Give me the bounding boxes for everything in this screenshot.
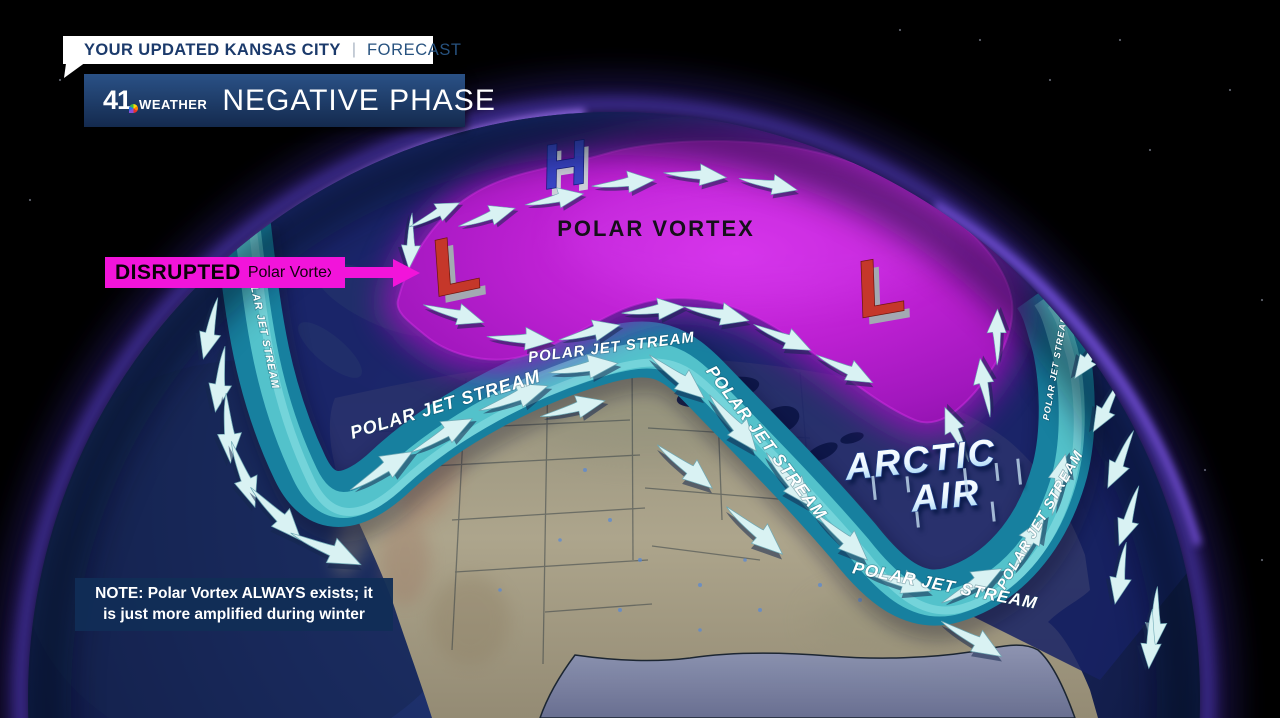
- callout-arrow: [331, 259, 420, 287]
- star: [978, 38, 982, 42]
- atmosphere-glow: [0, 77, 1235, 718]
- banner-subtitle: FORECAST: [366, 40, 462, 59]
- station-name: WEATHER: [139, 97, 208, 112]
- header-title-box: 41 WEATHER NEGATIVE PHASE: [84, 74, 495, 127]
- star: [1228, 88, 1232, 92]
- peacock-icon: [129, 104, 139, 113]
- page-title: NEGATIVE PHASE: [222, 83, 496, 117]
- star: [1260, 558, 1264, 562]
- disrupted-callout: DISRUPTED Polar Vortex: [105, 257, 346, 288]
- lakes-dots: [498, 468, 862, 632]
- arctic-air-label: ARCTIC AIR: [841, 431, 1022, 528]
- low-symbol-face: L: [429, 215, 483, 315]
- arctic-air-line2: AIR: [908, 472, 983, 520]
- polar-vortex-label: POLAR VORTEX: [557, 216, 755, 241]
- star: [1118, 38, 1122, 42]
- callout-emphasis: DISRUPTED: [115, 260, 241, 284]
- callout-label: Polar Vortex: [247, 263, 336, 281]
- banner-title: YOUR UPDATED KANSAS CITY: [84, 40, 341, 59]
- star: [898, 28, 902, 32]
- low-symbol-face: L: [855, 237, 906, 336]
- star: [1203, 468, 1207, 472]
- note-line2: is just more amplified during winter: [103, 606, 365, 623]
- icicles: [871, 458, 1022, 528]
- note-box: NOTE: Polar Vortex ALWAYS exists; it is …: [75, 578, 393, 631]
- globe-rim-shading: [28, 112, 1200, 718]
- station-logo: 41 WEATHER: [103, 85, 207, 116]
- star: [1148, 148, 1152, 152]
- low-pressure-symbol-west: L L: [428, 214, 489, 322]
- location-banner: YOUR UPDATED KANSAS CITY | FORECAST: [63, 36, 461, 64]
- star: [1048, 78, 1052, 82]
- star: [28, 198, 32, 202]
- star: [58, 78, 62, 82]
- note-line1: NOTE: Polar Vortex ALWAYS exists; it: [95, 585, 373, 602]
- low-symbol-extrude: L: [862, 244, 913, 343]
- low-pressure-symbol-east: L L: [855, 237, 913, 344]
- station-number: 41: [103, 85, 132, 115]
- star: [1260, 298, 1264, 302]
- banner-separator: |: [351, 41, 356, 58]
